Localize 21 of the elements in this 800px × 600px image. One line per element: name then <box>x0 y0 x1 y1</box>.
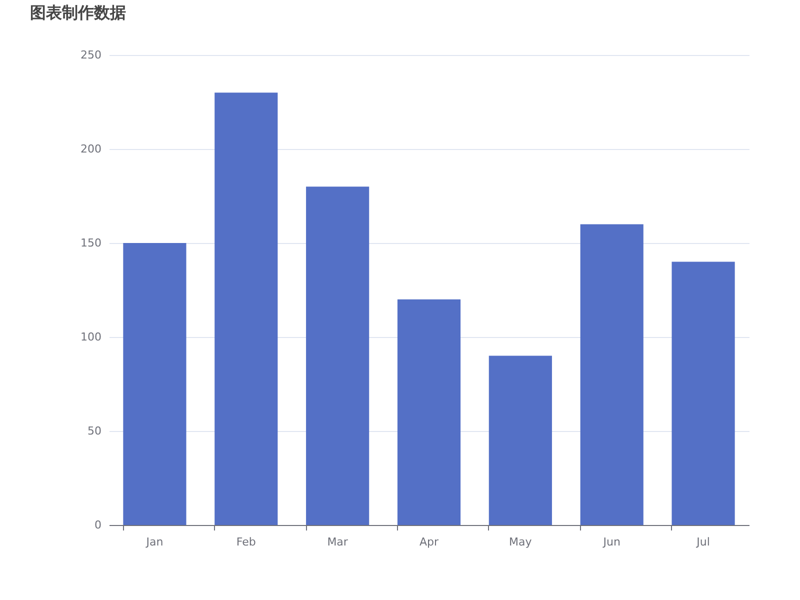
y-tick-label: 0 <box>94 518 102 532</box>
y-tick-label: 50 <box>88 424 102 438</box>
x-tick-label: Jul <box>696 536 710 548</box>
bar <box>672 262 735 525</box>
bar <box>397 299 461 525</box>
bar <box>488 356 552 525</box>
bar <box>580 224 644 525</box>
x-tick-label: Jun <box>602 536 620 548</box>
y-tick-label: 250 <box>80 48 102 62</box>
x-tick-label: Feb <box>236 536 256 548</box>
y-tick-label: 200 <box>80 142 102 156</box>
y-tick-label: 150 <box>80 236 102 250</box>
bar <box>306 186 370 525</box>
x-tick-label: Jan <box>145 536 164 548</box>
chart-title: 图表制作数据 <box>30 3 126 22</box>
x-tick-label: May <box>509 536 532 548</box>
bar <box>123 243 186 525</box>
x-tick-label: Mar <box>327 536 348 548</box>
bar <box>214 92 278 525</box>
x-tick-label: Apr <box>419 536 439 548</box>
y-tick-label: 100 <box>80 330 102 344</box>
